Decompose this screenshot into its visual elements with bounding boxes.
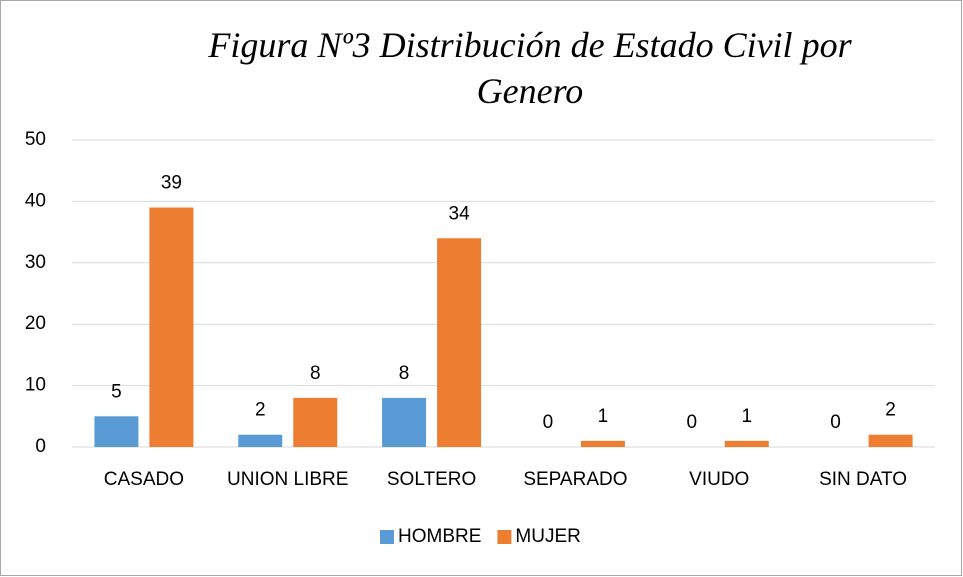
x-tick-label: UNION LIBRE [227, 469, 348, 490]
data-label: 2 [885, 400, 896, 421]
y-tick-label: 20 [25, 313, 46, 334]
x-tick-label: VIUDO [689, 469, 749, 490]
bar [868, 434, 913, 447]
data-label: 39 [161, 173, 182, 194]
legend-swatch [497, 530, 512, 544]
x-tick-label: SOLTERO [387, 469, 476, 490]
data-label: 1 [598, 406, 609, 427]
data-label: 34 [449, 203, 471, 224]
bar [149, 207, 194, 447]
bar [580, 440, 625, 447]
bar [724, 440, 769, 447]
y-tick-label: 50 [25, 129, 46, 150]
data-label: 5 [111, 381, 122, 402]
y-tick-label: 10 [25, 375, 46, 396]
bar [293, 397, 338, 447]
x-tick-label: SIN DATO [819, 469, 907, 490]
y-tick-label: 40 [25, 190, 46, 211]
bar [94, 416, 139, 447]
bar [437, 238, 482, 447]
x-tick-label: SEPARADO [523, 469, 627, 490]
legend-label: HOMBRE [398, 526, 481, 547]
legend-swatch [380, 530, 394, 544]
legend-label: MUJER [515, 526, 580, 547]
data-label: 2 [255, 400, 266, 421]
data-label: 0 [543, 412, 554, 433]
y-tick-label: 30 [25, 252, 46, 273]
x-tick-label: CASADO [104, 469, 184, 490]
data-label: 0 [686, 412, 697, 433]
bar [238, 434, 283, 447]
y-tick-label: 0 [35, 436, 46, 457]
bar [382, 397, 427, 447]
chart-title: Figura Nº3 Distribución de Estado Civil … [208, 25, 852, 111]
data-label: 1 [741, 406, 752, 427]
data-label: 8 [399, 363, 410, 384]
data-label: 0 [830, 412, 841, 433]
data-label: 8 [310, 363, 321, 384]
